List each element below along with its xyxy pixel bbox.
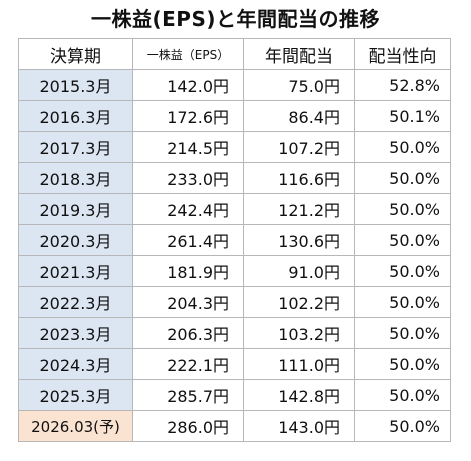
payout-cell: 50.1%: [354, 100, 451, 132]
table-row: 2026.03(予) 286.0円 143.0円 50.0%: [18, 410, 451, 442]
dividend-cell: 102.2円: [243, 286, 355, 318]
eps-cell: 285.7円: [132, 379, 244, 411]
dividend-cell: 103.2円: [243, 317, 355, 349]
table-row: 2019.3月 242.4円 121.2円 50.0%: [18, 193, 451, 225]
period-cell: 2020.3月: [18, 224, 133, 256]
payout-cell: 50.0%: [354, 193, 451, 225]
eps-cell: 286.0円: [132, 410, 244, 442]
period-cell: 2023.3月: [18, 317, 133, 349]
column-header-payout: 配当性向: [354, 38, 451, 70]
payout-cell: 50.0%: [354, 379, 451, 411]
eps-cell: 261.4円: [132, 224, 244, 256]
dividend-cell: 86.4円: [243, 100, 355, 132]
table-row: 2015.3月 142.0円 75.0円 52.8%: [18, 69, 451, 101]
column-header-period: 決算期: [18, 38, 133, 70]
payout-cell: 50.0%: [354, 131, 451, 163]
column-header-dividend: 年間配当: [243, 38, 355, 70]
eps-cell: 214.5円: [132, 131, 244, 163]
table-row: 2020.3月 261.4円 130.6円 50.0%: [18, 224, 451, 256]
payout-cell: 50.0%: [354, 348, 451, 380]
dividend-cell: 107.2円: [243, 131, 355, 163]
table-row: 2025.3月 285.7円 142.8円 50.0%: [18, 379, 451, 411]
payout-cell: 50.0%: [354, 317, 451, 349]
eps-cell: 233.0円: [132, 162, 244, 194]
period-cell: 2024.3月: [18, 348, 133, 380]
dividend-cell: 121.2円: [243, 193, 355, 225]
table-row: 2016.3月 172.6円 86.4円 50.1%: [18, 100, 451, 132]
period-cell: 2016.3月: [18, 100, 133, 132]
eps-dividend-table: 決算期 一株益（EPS） 年間配当 配当性向 2015.3月 142.0円 75.0…: [18, 38, 451, 442]
dividend-cell: 142.8円: [243, 379, 355, 411]
dividend-cell: 130.6円: [243, 224, 355, 256]
dividend-cell: 143.0円: [243, 410, 355, 442]
payout-cell: 50.0%: [354, 162, 451, 194]
dividend-cell: 91.0円: [243, 255, 355, 287]
period-cell: 2021.3月: [18, 255, 133, 287]
eps-cell: 181.9円: [132, 255, 244, 287]
dividend-cell: 111.0円: [243, 348, 355, 380]
eps-cell: 204.3円: [132, 286, 244, 318]
eps-cell: 142.0円: [132, 69, 244, 101]
period-cell: 2026.03(予): [18, 410, 133, 442]
payout-cell: 50.0%: [354, 410, 451, 442]
period-cell: 2019.3月: [18, 193, 133, 225]
period-cell: 2017.3月: [18, 131, 133, 163]
header-row: 決算期 一株益（EPS） 年間配当 配当性向: [18, 38, 451, 70]
dividend-cell: 75.0円: [243, 69, 355, 101]
dividend-cell: 116.6円: [243, 162, 355, 194]
eps-cell: 206.3円: [132, 317, 244, 349]
payout-cell: 50.0%: [354, 224, 451, 256]
period-cell: 2025.3月: [18, 379, 133, 411]
table-body: 2015.3月 142.0円 75.0円 52.8% 2016.3月 172.6円 86.4…: [18, 69, 451, 442]
payout-cell: 50.0%: [354, 286, 451, 318]
table-row: 2017.3月 214.5円 107.2円 50.0%: [18, 131, 451, 163]
table-row: 2022.3月 204.3円 102.2円 50.0%: [18, 286, 451, 318]
eps-cell: 172.6円: [132, 100, 244, 132]
payout-cell: 50.0%: [354, 255, 451, 287]
period-cell: 2022.3月: [18, 286, 133, 318]
chart-title: 一株益(EPS)と年間配当の推移: [90, 7, 380, 31]
table-row: 2023.3月 206.3円 103.2円 50.0%: [18, 317, 451, 349]
table-row: 2024.3月 222.1円 111.0円 50.0%: [18, 348, 451, 380]
column-header-eps: 一株益（EPS）: [132, 38, 244, 70]
table-row: 2021.3月 181.9円 91.0円 50.0%: [18, 255, 451, 287]
period-cell: 2018.3月: [18, 162, 133, 194]
eps-cell: 222.1円: [132, 348, 244, 380]
eps-cell: 242.4円: [132, 193, 244, 225]
payout-cell: 52.8%: [354, 69, 451, 101]
table-row: 2018.3月 233.0円 116.6円 50.0%: [18, 162, 451, 194]
period-cell: 2015.3月: [18, 69, 133, 101]
